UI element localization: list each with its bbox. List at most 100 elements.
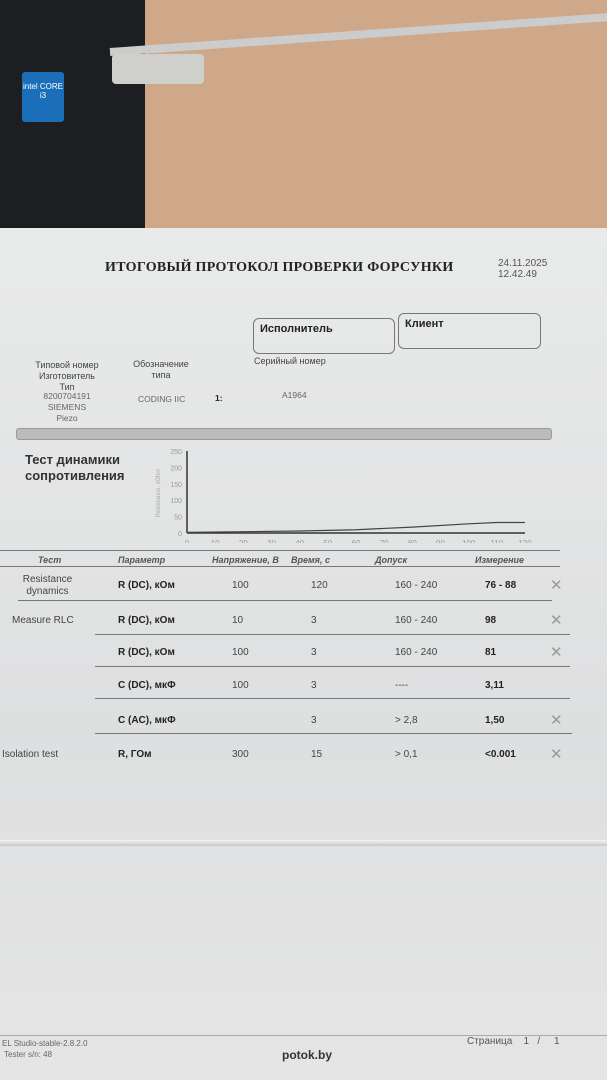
x-tick-label: 80 <box>408 539 417 543</box>
fail-x-icon: ✕ <box>550 612 563 629</box>
cell-measurement: 76 - 88 <box>485 580 517 591</box>
cell-tolerance: > 0,1 <box>395 749 418 760</box>
intel-sticker: intel CORE i3 <box>22 72 64 122</box>
cell-time: 3 <box>311 647 317 658</box>
chart-title: Тест динамики сопротивления <box>25 452 155 484</box>
cell-tolerance: 160 - 240 <box>395 615 438 626</box>
y-tick-label: 250 <box>170 449 182 456</box>
page-counter: Страница 1 / 1 <box>467 1036 560 1047</box>
row-divider <box>95 698 570 699</box>
cell-tolerance: ---- <box>395 680 409 691</box>
site: potok.by <box>282 1048 332 1062</box>
cell-voltage: 10 <box>232 615 244 626</box>
cell-measurement: 81 <box>485 647 497 658</box>
x-tick-label: 40 <box>295 539 304 543</box>
cell-time: 15 <box>311 749 323 760</box>
cell-tolerance: 160 - 240 <box>395 647 438 658</box>
serial-label: Серийный номер <box>254 356 326 366</box>
x-tick-label: 10 <box>211 539 220 543</box>
index: 1: <box>215 393 223 403</box>
footer-divider <box>0 1035 607 1036</box>
row-divider <box>0 550 560 551</box>
x-tick-label: 0 <box>185 539 190 543</box>
value: 8200704191 <box>43 391 91 401</box>
x-tick-label: 20 <box>239 539 248 543</box>
designation-label: Обозначение типа <box>122 359 200 381</box>
tester-serial: Tester s/n: 48 <box>4 1050 53 1059</box>
designation-value: CODING IIC <box>138 394 186 404</box>
cell-time: 3 <box>311 615 317 626</box>
fail-x-icon: ✕ <box>550 712 563 729</box>
section-bar <box>16 428 552 440</box>
x-tick-label: 70 <box>380 539 389 543</box>
column-header: Допуск <box>375 555 408 565</box>
x-tick-label: 90 <box>436 539 445 543</box>
column-header: Измерение <box>475 555 525 565</box>
y-tick-label: 100 <box>170 498 182 505</box>
chart-title-text: Тест динамики сопротивления <box>25 452 125 483</box>
serial-value: A1964 <box>282 390 307 400</box>
row-divider <box>0 566 560 567</box>
usb-cable <box>109 13 607 56</box>
row-divider <box>18 600 552 601</box>
cell-measurement: 3,11 <box>485 680 504 691</box>
cell-voltage: 100 <box>232 680 249 691</box>
cell-time: 3 <box>311 680 317 691</box>
protocol-sheet: ИТОГОВЫЙ ПРОТОКОЛ ПРОВЕРКИ ФОРСУНКИ 24.1… <box>0 228 607 1080</box>
cell-test: Resistance dynamics <box>22 574 73 597</box>
x-tick-label: 110 <box>490 539 503 543</box>
y-tick-label: 200 <box>170 465 182 472</box>
column-header: Параметр <box>118 555 166 565</box>
cell-measurement: 1,50 <box>485 715 505 726</box>
label: типа <box>151 370 171 380</box>
resistance-series-line <box>186 521 525 533</box>
page-label: Страница <box>467 1036 513 1047</box>
cell-voltage: 100 <box>232 580 249 591</box>
cell-time: 3 <box>311 715 317 726</box>
cell-tolerance: > 2,8 <box>395 715 418 726</box>
cell-param: C (AC), мкФ <box>118 715 176 726</box>
executor-box: Исполнитель <box>253 318 395 354</box>
cell-param: R (DC), кОм <box>118 615 175 626</box>
x-tick-label: 50 <box>323 539 332 543</box>
y-axis-label: Resistance, кOhm <box>156 469 162 518</box>
y-tick-label: 150 <box>170 482 182 489</box>
date: 24.11.2025 <box>498 258 548 269</box>
paper-fold <box>0 840 607 846</box>
column-header: Время, с <box>291 555 330 565</box>
value: Piezo <box>56 413 78 423</box>
row-divider <box>95 733 572 734</box>
x-tick-label: 100 <box>462 539 476 543</box>
y-tick-label: 50 <box>174 515 182 522</box>
page-number: 1 <box>523 1036 530 1047</box>
cell-measurement: 98 <box>485 615 497 626</box>
column-header: Напряжение, В <box>212 555 279 565</box>
cell-test: Measure RLC <box>12 615 74 626</box>
x-tick-label: 30 <box>267 539 276 543</box>
page-title: ИТОГОВЫЙ ПРОТОКОЛ ПРОВЕРКИ ФОРСУНКИ <box>105 260 454 275</box>
date-time: 24.11.2025 12.42.49 <box>498 258 547 280</box>
laptop: intel CORE i3 <box>0 0 145 230</box>
fail-x-icon: ✕ <box>550 644 563 661</box>
x-tick-label: 60 <box>352 539 361 543</box>
cell-param: R (DC), кОм <box>118 647 175 658</box>
label: Изготовитель <box>39 371 95 381</box>
software-version: EL Studio-stable-2.8.2.0 <box>2 1039 88 1048</box>
x-tick-label: 120 <box>518 539 532 543</box>
y-tick-label: 0 <box>178 531 182 538</box>
usb-plug <box>112 54 204 84</box>
value: SIEMENS <box>47 402 87 412</box>
label: Обозначение <box>133 359 189 369</box>
time: 12.42.49 <box>498 269 537 280</box>
fail-x-icon: ✕ <box>550 746 563 763</box>
cell-voltage: 300 <box>232 749 249 760</box>
type-label: Типовой номер Изготовитель Тип <box>22 360 112 393</box>
cell-measurement: <0.001 <box>485 749 516 760</box>
cell-voltage: 100 <box>232 647 249 658</box>
row-divider <box>95 666 570 667</box>
resistance-chart: 0 10 20 30 40 50 60 70 80 90 100 110 120 0 50 100 150 200… <box>156 449 532 543</box>
cell-time: 120 <box>311 580 328 591</box>
column-header: Тест <box>38 555 62 565</box>
client-box: Клиент <box>398 313 541 349</box>
row-divider <box>95 634 570 635</box>
